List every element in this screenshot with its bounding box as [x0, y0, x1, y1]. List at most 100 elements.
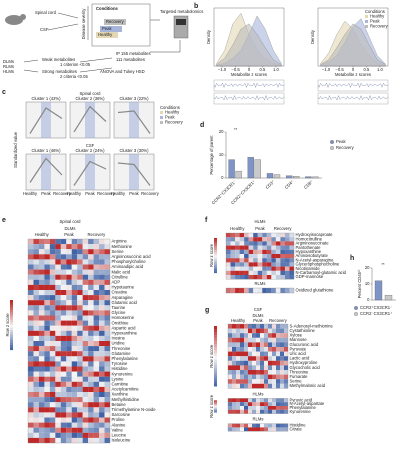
heatmap-cell: [257, 266, 263, 271]
heatmap-cell: [44, 346, 50, 352]
label: Healthy: [98, 32, 113, 37]
heatmap-cell: [77, 284, 83, 291]
heatmap-cell: [77, 366, 83, 372]
heatmap-cell: [264, 402, 269, 407]
row-label: Acetylcarnitine: [112, 387, 140, 392]
heatmap-cell: [253, 249, 258, 255]
heatmap-cell: [252, 427, 257, 432]
heatmap-cell: [284, 423, 289, 428]
heatmap-cell: [280, 383, 285, 389]
heatmap-cell: [44, 239, 50, 245]
heatmap-cell: [82, 320, 89, 326]
heatmap-cell: [60, 335, 67, 342]
y-tick-label: 20: [365, 265, 370, 270]
heatmap-cell: [77, 259, 83, 265]
heatmap-cell: [93, 300, 100, 306]
legend-title: Conditions: [365, 9, 385, 14]
heatmap-cell: [60, 422, 67, 428]
heatmap-cell: [28, 356, 34, 362]
heatmap-cell: [248, 337, 253, 343]
heatmap-cell: [71, 274, 78, 280]
heatmap-cell: [55, 310, 61, 316]
heatmap-cell: [55, 330, 61, 336]
heatmap-cell: [33, 279, 39, 285]
heatmap-cell: [66, 274, 72, 280]
heatmap-cell: [88, 432, 94, 438]
heatmap-cell: [55, 361, 61, 367]
heatmap-cell: [280, 342, 285, 348]
heatmap-cell: [71, 351, 78, 357]
heatmap-cell: [232, 324, 237, 329]
heatmap-cell: [60, 244, 67, 250]
x-tick-label: CD8⁺: [303, 179, 314, 190]
heatmap-cell: [28, 244, 34, 250]
heatmap-cell: [93, 381, 100, 387]
y-tick-label: 0: [221, 175, 224, 180]
cluster-line: [117, 110, 151, 134]
scale-cell: [214, 267, 217, 270]
heatmap-cell: [99, 264, 105, 270]
column-label: Recovery: [87, 232, 106, 237]
heatmap-subtitle: DLMs: [253, 313, 264, 318]
legend-label: Recovery: [370, 24, 389, 29]
heatmap-cell: [49, 244, 56, 250]
heatmap-cell: [99, 244, 105, 250]
heatmap-cell: [262, 237, 267, 242]
heatmap-cell: [284, 233, 290, 238]
row-label: Hydroxyisocaproate: [296, 232, 334, 237]
scale-cell: [214, 255, 217, 258]
panel-letter: b: [194, 3, 198, 10]
scale-label: Row z score: [209, 243, 214, 267]
label: Targeted metabolomics: [160, 9, 203, 14]
heatmap-cell: [88, 335, 94, 342]
heatmap-cell: [93, 330, 100, 336]
heatmap-cell: [44, 402, 50, 408]
heatmap-cell: [236, 337, 241, 343]
heatmap-cell: [260, 370, 265, 375]
heatmap-cell: [88, 279, 94, 285]
heatmap-cell: [230, 275, 236, 280]
heatmap-cell: [257, 275, 263, 280]
heatmap-cell: [38, 290, 45, 296]
heatmap-cell: [60, 432, 67, 438]
group-title: CSF: [86, 143, 95, 148]
heatmap-cell: [88, 397, 94, 403]
heatmap-cell: [272, 423, 277, 428]
heatmap-cell: [82, 412, 89, 418]
heatmap-cell: [248, 398, 253, 403]
label: ANOVA and Tukey HSD: [100, 69, 145, 74]
row-label: Proline: [112, 417, 126, 422]
heatmap-cell: [49, 274, 56, 280]
heatmap-cell: [33, 432, 39, 438]
heatmap-cell: [33, 310, 39, 316]
heatmap-cell: [104, 259, 111, 265]
heatmap-cell: [228, 402, 233, 407]
heatmap-cell: [28, 274, 34, 280]
heatmap-cell: [49, 335, 56, 342]
heatmap-cell: [264, 351, 269, 357]
heatmap-cell: [275, 254, 281, 259]
heatmap-cell: [66, 412, 72, 418]
scale-cell: [10, 327, 13, 331]
heatmap-cell: [38, 427, 45, 433]
heatmap-cell: [93, 305, 100, 311]
heatmap-cell: [289, 258, 295, 263]
label: 111 metabolites: [116, 57, 145, 62]
heatmap-cell: [71, 295, 78, 301]
column-label: Peak: [253, 318, 263, 323]
scale-cell: [214, 245, 217, 247]
scale-cell: [214, 264, 217, 267]
heatmap-cell: [33, 356, 39, 362]
heatmap-cell: [262, 258, 267, 263]
heatmap-cell: [66, 417, 72, 423]
heatmap-cell: [232, 342, 237, 348]
panel-letter: g: [205, 307, 209, 314]
heatmap-cell: [77, 300, 83, 306]
heatmap-cell: [289, 266, 295, 271]
heatmap-cell: [66, 290, 72, 296]
heatmap-cell: [266, 275, 272, 280]
heatmap-cell: [289, 237, 295, 242]
heatmap-cell: [88, 412, 94, 418]
y-axis-label: Standardized value: [13, 131, 18, 168]
heatmap-cell: [33, 386, 39, 393]
